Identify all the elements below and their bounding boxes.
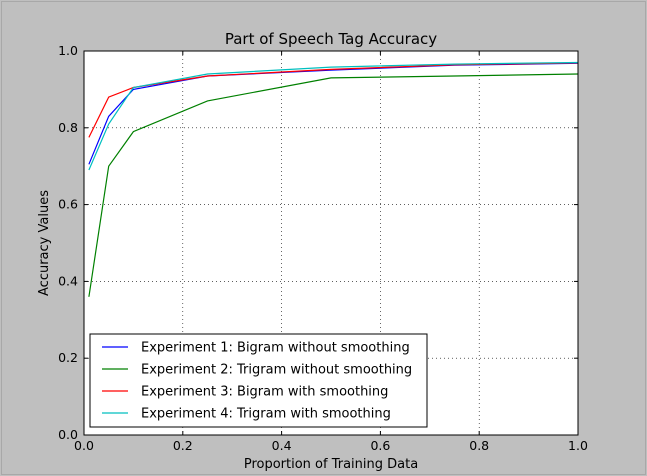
plot-frame — [83, 50, 579, 436]
legend: Experiment 1: Bigram without smoothing Ex… — [89, 333, 428, 428]
y-axis-label: Accuracy Values — [37, 190, 52, 296]
x-tick-label: 0.8 — [469, 438, 489, 453]
x-tick-label: 0.2 — [173, 438, 193, 453]
x-tick-label: 0.0 — [74, 438, 94, 453]
chart-title: Part of Speech Tag Accuracy — [225, 30, 437, 48]
x-tick-label: 0.6 — [370, 438, 390, 453]
legend-label-2: Experiment 2: Trigram without smoothing — [141, 363, 412, 378]
series-line-3 — [88, 62, 579, 138]
x-axis-label: Proportion of Training Data — [244, 457, 418, 472]
x-tick-label: 1.0 — [568, 438, 588, 453]
x-tick-label: 0.4 — [272, 438, 292, 453]
legend-items: Experiment 1: Bigram without smoothing Ex… — [102, 341, 412, 422]
y-tick-label: 0.8 — [58, 120, 78, 135]
y-tick-label: 0.6 — [58, 197, 78, 212]
legend-box — [89, 333, 428, 428]
series-line-4 — [88, 61, 579, 171]
y-tick-label: 0.0 — [58, 427, 78, 442]
series-layer — [88, 61, 579, 297]
y-tick-label: 0.2 — [58, 350, 78, 365]
legend-label-4: Experiment 4: Trigram with smoothing — [141, 407, 391, 422]
y-tick-label: 1.0 — [58, 43, 78, 58]
ticks: 0.0 0.2 0.4 0.6 0.8 1.0 0.0 0.2 0.4 0.6 0.8 1.0 — [58, 43, 588, 453]
series-line-2 — [88, 73, 579, 297]
legend-label-1: Experiment 1: Bigram without smoothing — [141, 341, 410, 356]
y-tick-label: 0.4 — [58, 273, 78, 288]
legend-label-3: Experiment 3: Bigram with smoothing — [141, 385, 388, 400]
